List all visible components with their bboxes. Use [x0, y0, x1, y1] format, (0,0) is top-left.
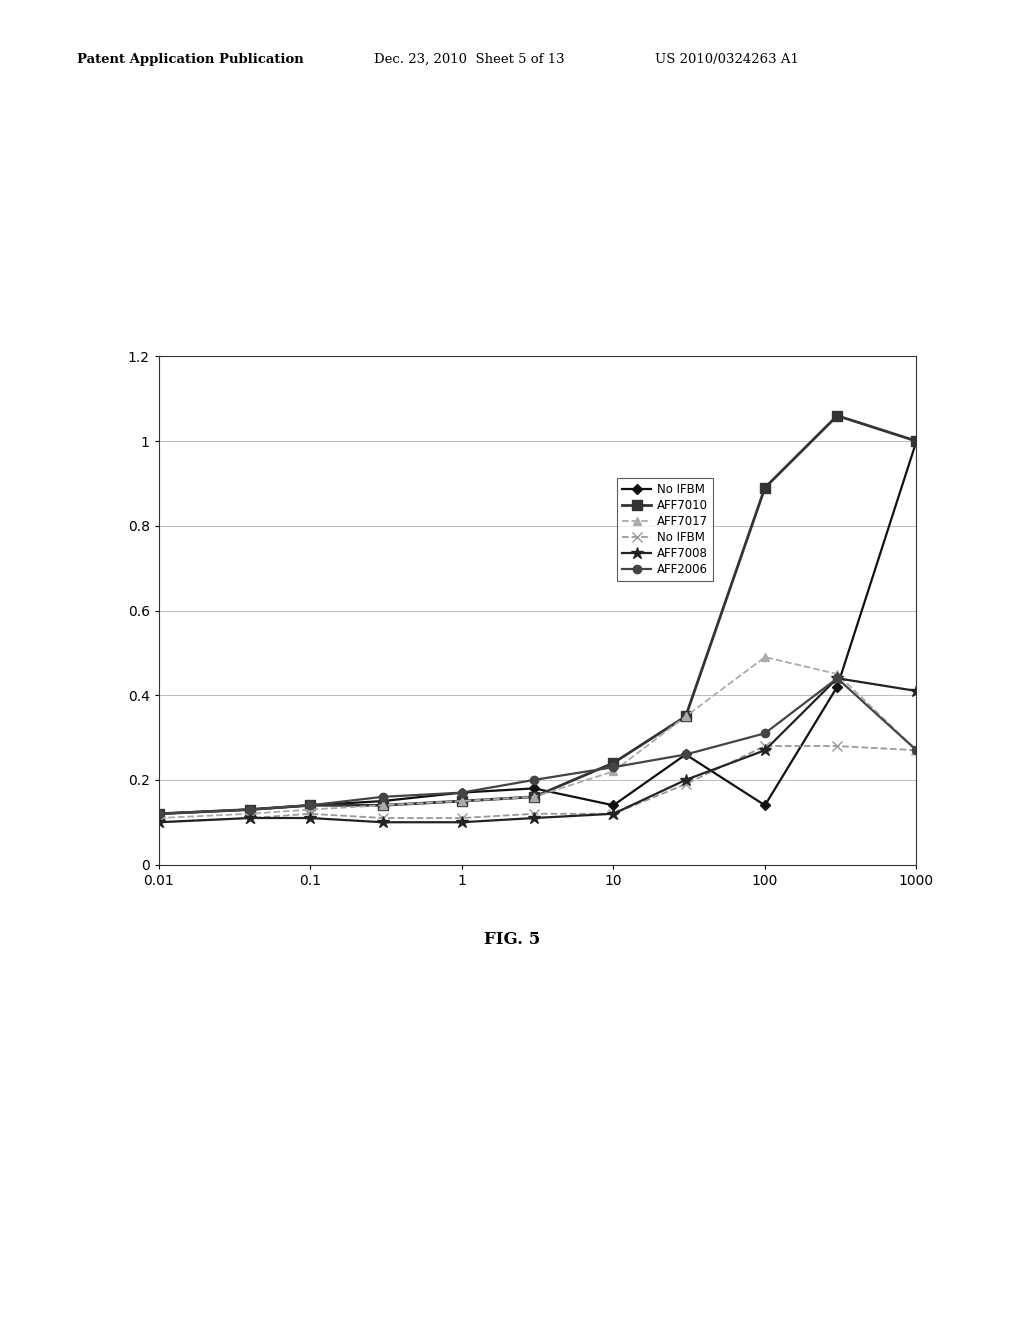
Text: Patent Application Publication: Patent Application Publication: [77, 53, 303, 66]
No IFBM: [377, 793, 389, 809]
AFF7017: [304, 801, 316, 817]
No IFBM: [528, 780, 541, 796]
Line: AFF7017: AFF7017: [155, 653, 921, 822]
No IFBM: [910, 742, 923, 758]
AFF7017: [607, 763, 620, 779]
AFF2006: [910, 742, 923, 758]
AFF7010: [759, 479, 771, 495]
No IFBM: [607, 805, 620, 821]
Legend: No IFBM, AFF7010, AFF7017, No IFBM, AFF7008, AFF2006: No IFBM, AFF7010, AFF7017, No IFBM, AFF7…: [617, 478, 713, 581]
AFF7010: [456, 793, 468, 809]
AFF2006: [153, 805, 165, 821]
No IFBM: [680, 747, 692, 763]
No IFBM: [528, 805, 541, 821]
AFF7010: [153, 805, 165, 821]
AFF7008: [377, 814, 389, 830]
Text: Dec. 23, 2010  Sheet 5 of 13: Dec. 23, 2010 Sheet 5 of 13: [374, 53, 564, 66]
Text: US 2010/0324263 A1: US 2010/0324263 A1: [655, 53, 800, 66]
No IFBM: [759, 797, 771, 813]
No IFBM: [304, 805, 316, 821]
Line: AFF2006: AFF2006: [155, 675, 921, 818]
AFF7010: [377, 797, 389, 813]
AFF2006: [759, 726, 771, 742]
AFF2006: [528, 772, 541, 788]
AFF7017: [680, 709, 692, 725]
AFF7017: [244, 805, 256, 821]
No IFBM: [831, 678, 844, 694]
AFF7017: [831, 667, 844, 682]
AFF7010: [607, 755, 620, 771]
No IFBM: [153, 814, 165, 830]
AFF7017: [153, 810, 165, 826]
AFF7008: [607, 805, 620, 821]
AFF7008: [680, 772, 692, 788]
AFF7017: [910, 742, 923, 758]
No IFBM: [759, 738, 771, 754]
AFF2006: [304, 797, 316, 813]
AFF7008: [153, 814, 165, 830]
No IFBM: [244, 801, 256, 817]
Line: No IFBM: No IFBM: [154, 741, 922, 828]
AFF7008: [304, 810, 316, 826]
No IFBM: [607, 797, 620, 813]
AFF7017: [456, 793, 468, 809]
AFF2006: [680, 747, 692, 763]
No IFBM: [153, 805, 165, 821]
Line: AFF7008: AFF7008: [153, 672, 923, 829]
AFF7017: [759, 649, 771, 665]
AFF2006: [244, 801, 256, 817]
AFF7008: [910, 682, 923, 698]
AFF7010: [910, 433, 923, 449]
AFF2006: [831, 671, 844, 686]
AFF7008: [244, 810, 256, 826]
Line: No IFBM: No IFBM: [156, 438, 920, 817]
AFF7010: [304, 797, 316, 813]
No IFBM: [244, 810, 256, 826]
No IFBM: [831, 738, 844, 754]
AFF7010: [831, 408, 844, 424]
AFF7008: [759, 742, 771, 758]
AFF2006: [607, 759, 620, 775]
No IFBM: [910, 433, 923, 449]
Text: FIG. 5: FIG. 5: [484, 931, 540, 948]
AFF7010: [528, 789, 541, 805]
Line: AFF7010: AFF7010: [154, 411, 922, 818]
AFF7010: [680, 709, 692, 725]
AFF7008: [528, 810, 541, 826]
AFF7008: [831, 671, 844, 686]
AFF7017: [377, 797, 389, 813]
AFF2006: [456, 784, 468, 800]
No IFBM: [680, 776, 692, 792]
No IFBM: [304, 797, 316, 813]
No IFBM: [456, 784, 468, 800]
AFF7010: [244, 801, 256, 817]
AFF7008: [456, 814, 468, 830]
No IFBM: [456, 810, 468, 826]
AFF7017: [528, 789, 541, 805]
AFF2006: [377, 789, 389, 805]
No IFBM: [377, 810, 389, 826]
